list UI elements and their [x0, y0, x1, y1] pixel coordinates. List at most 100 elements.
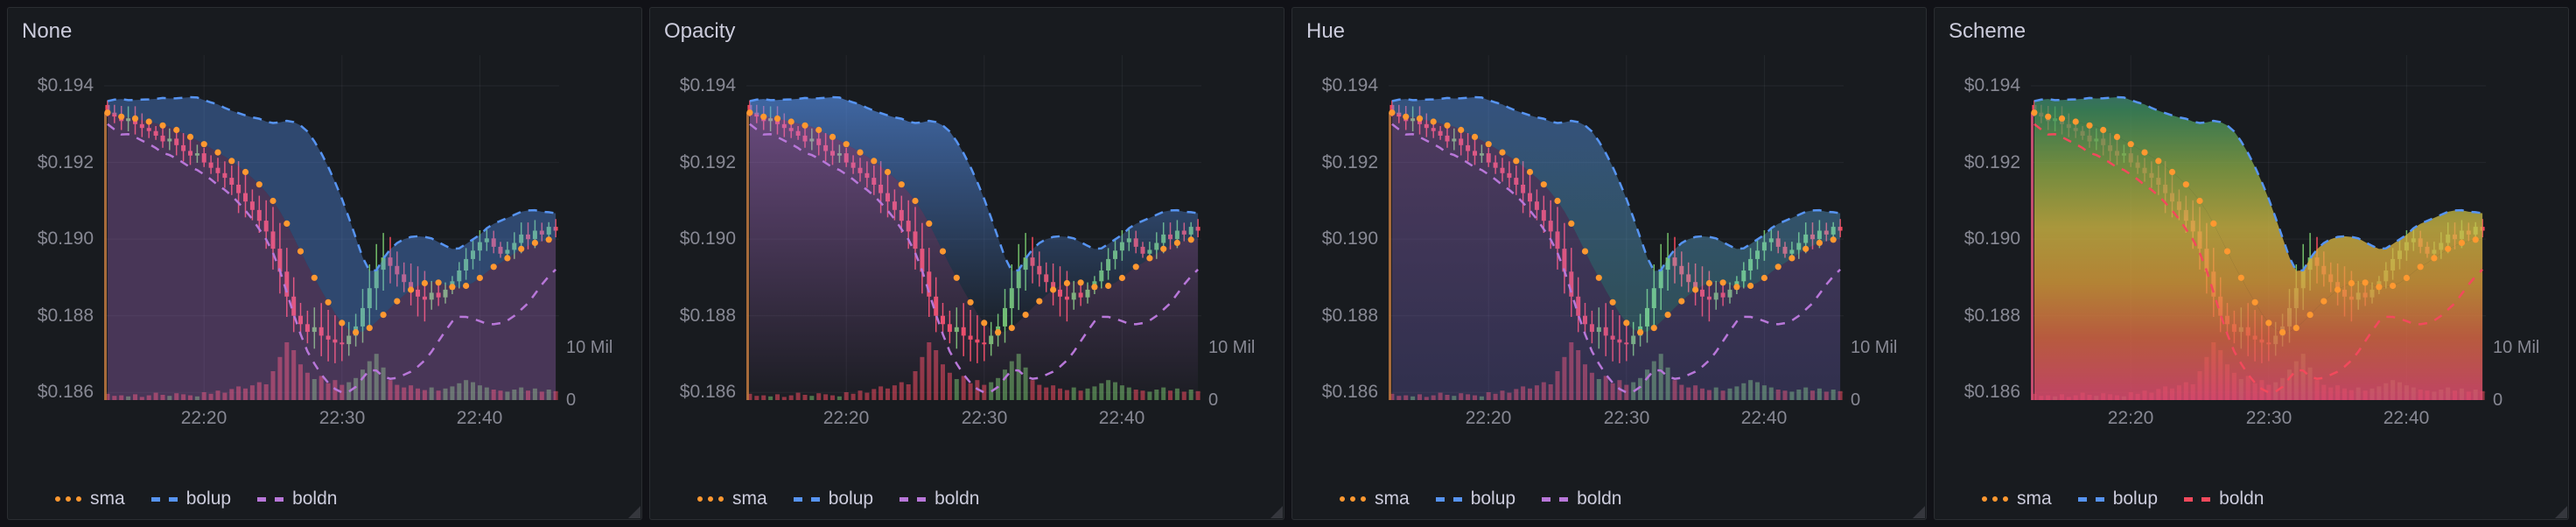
- legend-item-sma[interactable]: sma: [55, 488, 125, 509]
- boldn-line-swatch: [257, 496, 284, 502]
- panel-header[interactable]: Opacity: [650, 8, 1284, 50]
- time-axis-tick: 22:20: [2107, 408, 2154, 428]
- price-axis-tick: $0.192: [37, 152, 94, 172]
- volume-axis-tick: 0: [566, 390, 577, 410]
- legend-item-bolup[interactable]: bolup: [2077, 488, 2159, 509]
- panel-resize-handle[interactable]: [628, 506, 640, 518]
- time-axis-tick: 22:20: [822, 408, 870, 428]
- price-axis-tick: $0.186: [679, 382, 736, 402]
- sma-line-swatch: [1340, 496, 1366, 502]
- time-axis-tick: 22:30: [1603, 408, 1650, 428]
- bolup-line-swatch: [2077, 496, 2104, 502]
- time-axis-tick: 22:40: [1740, 408, 1788, 428]
- dashboard-panel: Scheme $0.194 $0.192 $0.190 $0.188 $0.18…: [1934, 7, 2569, 520]
- dashboard-panel: None $0.194 $0.192 $0.190 $0.188 $0.186 …: [7, 7, 642, 520]
- panel-title: None: [22, 19, 73, 43]
- legend: sma bolup boldn: [1947, 482, 2551, 516]
- volume-axis-tick: 10 Mil: [1208, 338, 1256, 357]
- chart-area: $0.194 $0.192 $0.190 $0.188 $0.186 22:20…: [1947, 46, 2556, 474]
- legend: sma bolup boldn: [1305, 482, 1908, 516]
- legend-label-bolup: bolup: [828, 488, 874, 509]
- price-axis-tick: $0.190: [1321, 228, 1378, 249]
- legend-label-boldn: boldn: [1577, 488, 1622, 509]
- boldn-line-swatch: [1542, 496, 1569, 502]
- legend-label-sma: sma: [732, 488, 767, 509]
- volume-axis-tick: 10 Mil: [2493, 338, 2540, 357]
- volume-axis-tick: 10 Mil: [1851, 338, 1898, 357]
- legend-label-bolup: bolup: [186, 488, 232, 509]
- panel-header[interactable]: None: [8, 8, 641, 50]
- dashboard-panel: Opacity $0.194 $0.192 $0.190 $0.188 $0.1…: [649, 7, 1284, 520]
- legend-label-boldn: boldn: [292, 488, 338, 509]
- price-axis-tick: $0.186: [1964, 382, 2020, 402]
- candlestick-plot[interactable]: [662, 46, 1271, 474]
- legend: sma bolup boldn: [20, 482, 624, 516]
- price-axis-tick: $0.188: [1321, 306, 1378, 326]
- price-axis-tick: $0.188: [1964, 306, 2020, 326]
- legend-item-bolup[interactable]: bolup: [150, 488, 232, 509]
- price-axis-tick: $0.190: [37, 228, 94, 249]
- volume-axis-tick: 0: [1208, 390, 1219, 410]
- time-axis-tick: 22:20: [1465, 408, 1512, 428]
- panel-resize-handle[interactable]: [2555, 506, 2567, 518]
- volume-axis-tick: 0: [2493, 390, 2503, 410]
- sma-line-swatch: [697, 496, 724, 502]
- chart-area: $0.194 $0.192 $0.190 $0.188 $0.186 22:20…: [1305, 46, 1914, 474]
- legend-item-sma[interactable]: sma: [697, 488, 767, 509]
- panel-resize-handle[interactable]: [1270, 506, 1283, 518]
- chart-area: $0.194 $0.192 $0.190 $0.188 $0.186 22:20…: [662, 46, 1271, 474]
- legend-label-bolup: bolup: [1470, 488, 1516, 509]
- legend-label-boldn: boldn: [934, 488, 980, 509]
- time-axis-tick: 22:40: [1098, 408, 1145, 428]
- boldn-line-swatch: [900, 496, 927, 502]
- boldn-line-swatch: [2184, 496, 2211, 502]
- legend-item-boldn[interactable]: boldn: [2184, 488, 2264, 509]
- panel-title: Scheme: [1949, 19, 2026, 43]
- legend-item-boldn[interactable]: boldn: [900, 488, 979, 509]
- time-axis-tick: 22:40: [456, 408, 503, 428]
- time-axis-tick: 22:30: [2245, 408, 2292, 428]
- price-axis-tick: $0.188: [37, 306, 94, 326]
- bolup-line-swatch: [1435, 496, 1462, 502]
- bolup-line-swatch: [793, 496, 820, 502]
- price-axis-tick: $0.188: [679, 306, 736, 326]
- panel-header[interactable]: Hue: [1292, 8, 1926, 50]
- price-axis-tick: $0.192: [1321, 152, 1378, 172]
- time-axis-tick: 22:20: [180, 408, 228, 428]
- legend-item-boldn[interactable]: boldn: [1542, 488, 1621, 509]
- legend-item-bolup[interactable]: bolup: [1435, 488, 1516, 509]
- legend-item-boldn[interactable]: boldn: [257, 488, 337, 509]
- volume-axis-tick: 10 Mil: [566, 338, 613, 357]
- legend-label-bolup: bolup: [2112, 488, 2159, 509]
- time-axis-tick: 22:30: [318, 408, 366, 428]
- candlestick-plot[interactable]: [1947, 46, 2556, 474]
- legend-label-sma: sma: [90, 488, 125, 509]
- price-axis-tick: $0.192: [1964, 152, 2020, 172]
- legend-label-sma: sma: [2017, 488, 2052, 509]
- volume-axis-tick: 0: [1851, 390, 1861, 410]
- dashboard-panel: Hue $0.194 $0.192 $0.190 $0.188 $0.186 2…: [1292, 7, 1927, 520]
- candlestick-plot[interactable]: [1305, 46, 1914, 474]
- legend-item-sma[interactable]: sma: [1340, 488, 1410, 509]
- legend-item-bolup[interactable]: bolup: [793, 488, 874, 509]
- legend-label-sma: sma: [1375, 488, 1410, 509]
- price-axis-tick: $0.186: [1321, 382, 1378, 402]
- price-axis-tick: $0.194: [679, 75, 736, 95]
- sma-line-swatch: [55, 496, 81, 502]
- price-axis-tick: $0.194: [37, 75, 94, 95]
- time-axis-tick: 22:30: [961, 408, 1008, 428]
- price-axis-tick: $0.194: [1321, 75, 1378, 95]
- sma-line-swatch: [1982, 496, 2008, 502]
- legend-label-boldn: boldn: [2219, 488, 2264, 509]
- candlestick-plot[interactable]: [20, 46, 629, 474]
- panel-title: Hue: [1306, 19, 1346, 43]
- legend-item-sma[interactable]: sma: [1982, 488, 2052, 509]
- legend: sma bolup boldn: [662, 482, 1266, 516]
- bolup-line-swatch: [150, 496, 178, 502]
- price-axis-tick: $0.194: [1964, 75, 2020, 95]
- chart-area: $0.194 $0.192 $0.190 $0.188 $0.186 22:20…: [20, 46, 629, 474]
- panel-header[interactable]: Scheme: [1935, 8, 2568, 50]
- price-axis-tick: $0.192: [679, 152, 736, 172]
- panel-resize-handle[interactable]: [1913, 506, 1925, 518]
